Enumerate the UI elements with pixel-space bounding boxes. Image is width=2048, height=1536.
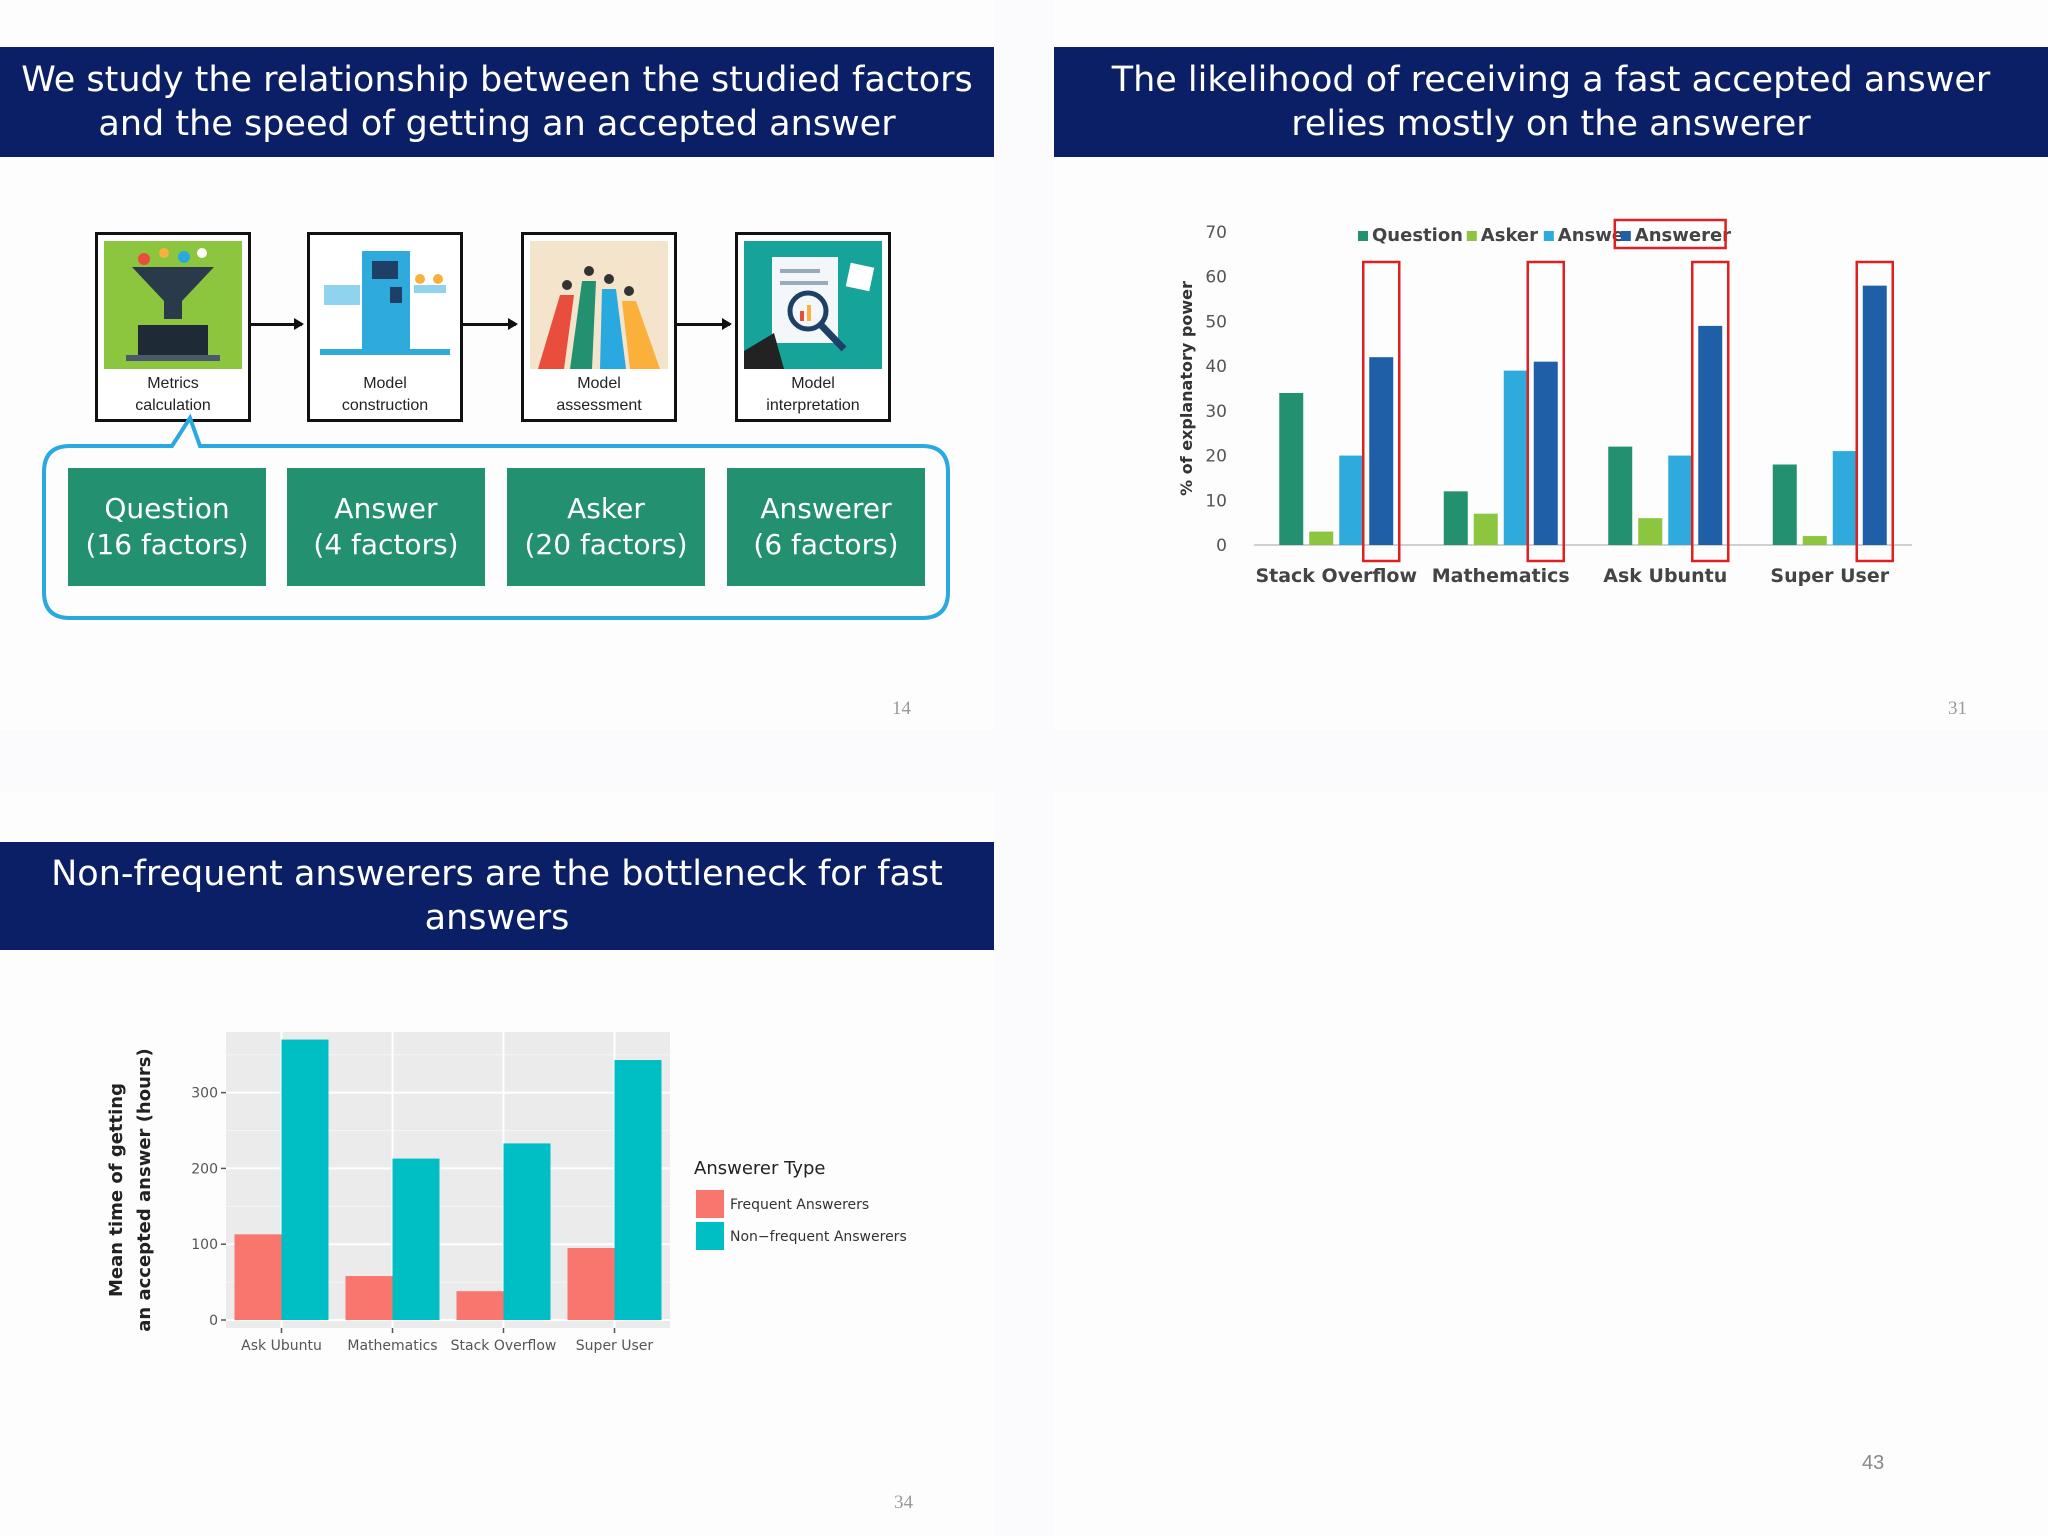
bar-non-frequent-answerers-mathematics bbox=[392, 1158, 440, 1320]
bar-answer-mathematics bbox=[1503, 370, 1528, 545]
stage-metrics-calculation: Metrics calculation bbox=[95, 232, 251, 422]
page-number: 34 bbox=[894, 1492, 913, 1513]
y-axis-title: an accepted answer (hours) bbox=[134, 1048, 155, 1331]
bar-frequent-answerers-super-user bbox=[567, 1248, 615, 1320]
bar-answer-super-user bbox=[1832, 451, 1857, 545]
bar-asker-super-user bbox=[1802, 536, 1827, 545]
bar-question-ask-ubuntu bbox=[1608, 446, 1633, 545]
bar-answer-ask-ubuntu bbox=[1668, 455, 1693, 545]
bar-non-frequent-answerers-stack-overflow bbox=[503, 1143, 551, 1320]
highlight-box bbox=[1691, 260, 1730, 563]
legend-swatch-non-frequent-answerers bbox=[696, 1222, 724, 1250]
bar-frequent-answerers-mathematics bbox=[345, 1276, 393, 1320]
y-tick-label: 20 bbox=[1205, 447, 1227, 467]
x-tick-label: Super User bbox=[576, 1338, 654, 1354]
bar-question-super-user bbox=[1772, 464, 1797, 545]
legend-swatch-question bbox=[1358, 231, 1368, 241]
legend-label-question: Question bbox=[1372, 225, 1463, 246]
x-tick-label: Ask Ubuntu bbox=[1603, 565, 1727, 587]
y-tick-label: 30 bbox=[1205, 402, 1227, 422]
highlight-box bbox=[1526, 260, 1565, 563]
y-axis-title: % of explanatory power bbox=[1177, 281, 1196, 496]
stage-label: Model assessment bbox=[556, 375, 642, 414]
bar-asker-ask-ubuntu bbox=[1638, 518, 1663, 545]
bar-asker-mathematics bbox=[1473, 513, 1498, 545]
stage-model-interpretation: Model interpretation bbox=[735, 232, 891, 422]
flow-arrow bbox=[460, 318, 518, 330]
bar-answerer-super-user bbox=[1862, 285, 1887, 545]
bar-answerer-stack-overflow bbox=[1369, 357, 1394, 545]
bar-answerer-mathematics bbox=[1533, 361, 1558, 545]
legend-swatch-frequent-answerers bbox=[696, 1190, 724, 1218]
y-tick-label: 200 bbox=[191, 1161, 218, 1177]
bar-non-frequent-answerers-ask-ubuntu bbox=[281, 1039, 329, 1320]
legend-label-answerer: Answerer bbox=[1635, 225, 1731, 246]
legend-swatch-asker bbox=[1466, 231, 1477, 241]
bar-question-mathematics bbox=[1443, 491, 1468, 545]
bar-frequent-answerers-ask-ubuntu bbox=[234, 1234, 282, 1320]
slide-explanatory-power: The likelihood of receiving a fast accep… bbox=[1054, 0, 2048, 730]
stage-model-construction: Model construction bbox=[307, 232, 463, 422]
legend-highlight-box bbox=[1613, 218, 1727, 250]
y-tick-label: 100 bbox=[191, 1237, 218, 1253]
funnel-laptop-icon bbox=[104, 241, 242, 369]
y-axis-title: Mean time of getting bbox=[106, 1083, 127, 1297]
highlight-box bbox=[1362, 260, 1401, 563]
factor-question: Question (16 factors) bbox=[68, 468, 266, 586]
x-tick-label: Mathematics bbox=[1432, 565, 1570, 587]
x-tick-label: Mathematics bbox=[347, 1338, 437, 1354]
legend-label-non-frequent-answerers: Non−frequent Answerers bbox=[730, 1229, 907, 1245]
bar-figures-icon bbox=[530, 241, 668, 369]
stage-label: Model interpretation bbox=[766, 375, 860, 414]
x-tick-label: Ask Ubuntu bbox=[241, 1338, 322, 1354]
legend-label-answer: Answe bbox=[1558, 225, 1624, 246]
slide-blank: 43 bbox=[1054, 792, 2048, 1536]
y-tick-label: 40 bbox=[1205, 357, 1227, 377]
highlight-box bbox=[1855, 260, 1894, 563]
stage-label: Model construction bbox=[341, 375, 429, 414]
stage-label: Metrics calculation bbox=[135, 375, 211, 414]
flow-arrow bbox=[248, 318, 304, 330]
slide-title: The likelihood of receiving a fast accep… bbox=[1054, 47, 2048, 157]
x-tick-label: Stack Overflow bbox=[451, 1338, 557, 1354]
slide-answer-time: Non-frequent answerers are the bottlenec… bbox=[0, 792, 994, 1536]
slide-title: Non-frequent answerers are the bottlenec… bbox=[0, 842, 994, 950]
y-tick-label: 10 bbox=[1205, 491, 1227, 511]
legend-swatch-answerer bbox=[1620, 231, 1631, 241]
page-number: 14 bbox=[892, 698, 911, 719]
y-tick-label: 60 bbox=[1205, 268, 1227, 288]
legend-label-frequent-answerers: Frequent Answerers bbox=[730, 1197, 869, 1213]
factor-answerer: Answerer (6 factors) bbox=[727, 468, 925, 586]
bar-non-frequent-answerers-super-user bbox=[614, 1060, 662, 1320]
legend-label-asker: Asker bbox=[1481, 225, 1538, 246]
bar-frequent-answerers-stack-overflow bbox=[456, 1291, 504, 1320]
legend-swatch-answer bbox=[1543, 231, 1554, 241]
y-tick-label: 50 bbox=[1205, 312, 1227, 332]
y-tick-label: 300 bbox=[191, 1086, 218, 1102]
slide-title: We study the relationship between the st… bbox=[0, 47, 994, 157]
explanatory-power-chart: 0 10 20 30 40 50 60 70 % of explanatory power Sta… bbox=[1177, 218, 1912, 587]
x-tick-label: Stack Overflow bbox=[1255, 565, 1417, 587]
callout-border bbox=[42, 413, 950, 620]
y-tick-label: 70 bbox=[1205, 223, 1227, 243]
page-number: 31 bbox=[1948, 698, 1967, 719]
flow-arrow bbox=[674, 318, 732, 330]
y-tick-label: 0 bbox=[1216, 536, 1227, 556]
factor-answer: Answer (4 factors) bbox=[287, 468, 485, 586]
legend-title: Answerer Type bbox=[694, 1158, 825, 1179]
bar-asker-stack-overflow bbox=[1309, 531, 1334, 545]
bar-answerer-ask-ubuntu bbox=[1698, 325, 1723, 545]
stage-model-assessment: Model assessment bbox=[521, 232, 677, 422]
machine-icon bbox=[316, 241, 454, 369]
factor-asker: Asker (20 factors) bbox=[507, 468, 705, 586]
x-tick-label: Super User bbox=[1770, 565, 1889, 587]
y-tick-label: 0 bbox=[209, 1313, 218, 1329]
factors-callout bbox=[42, 413, 950, 620]
bar-question-stack-overflow bbox=[1279, 392, 1304, 545]
answer-time-chart: 0 100 200 300 Ask Ubuntu Mathematics Stack Ove… bbox=[106, 1032, 907, 1354]
slide-factors: We study the relationship between the st… bbox=[0, 0, 994, 730]
magnifier-report-icon bbox=[744, 241, 882, 369]
page-number: 43 bbox=[1862, 1452, 1885, 1474]
bar-answer-stack-overflow bbox=[1339, 455, 1364, 545]
